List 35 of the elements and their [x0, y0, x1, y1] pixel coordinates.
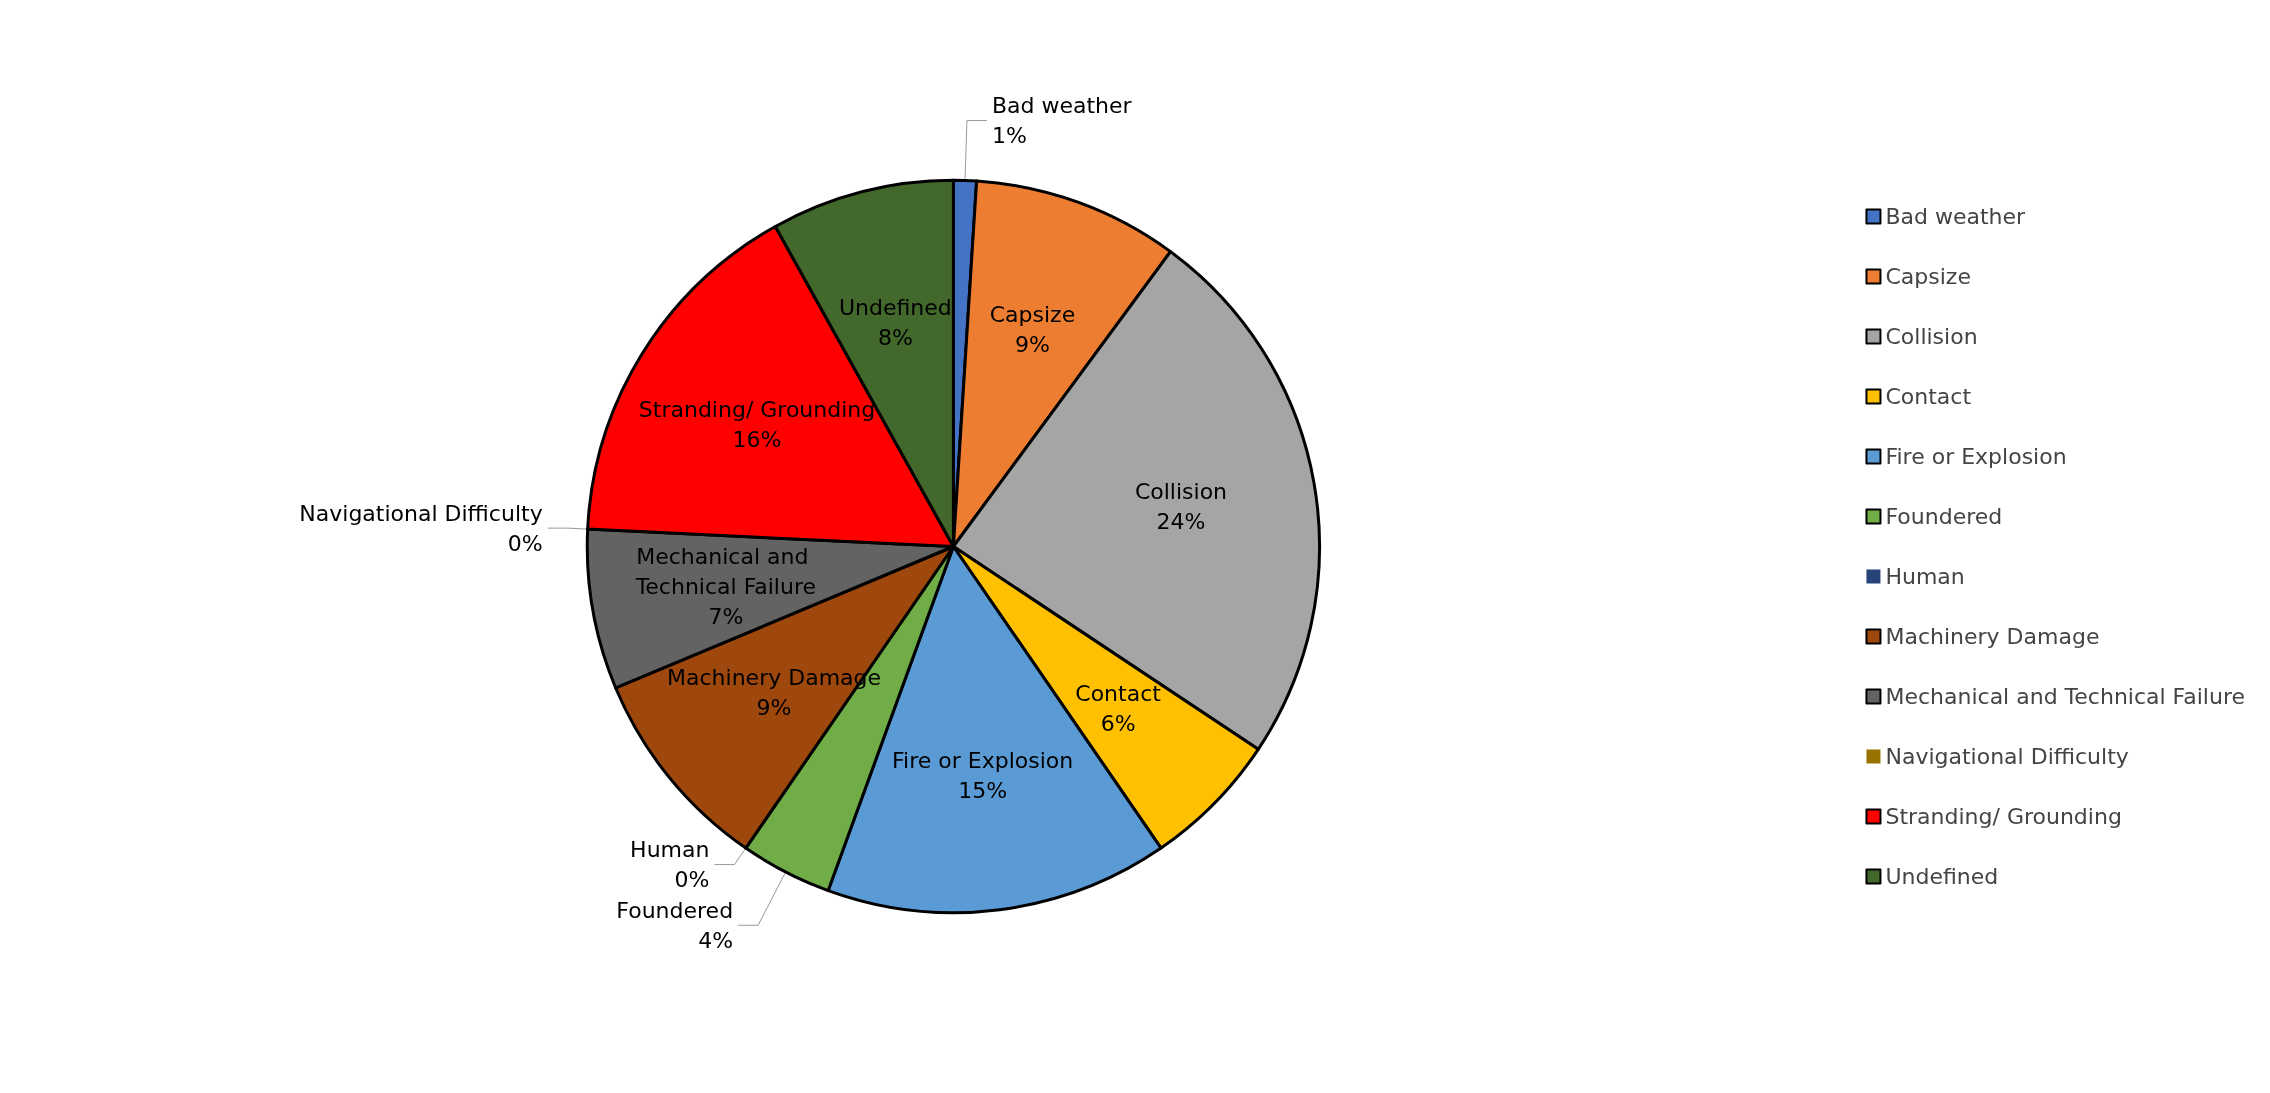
slice-label: Bad weather: [991, 93, 1133, 119]
legend-label: Fire or Explosion: [1885, 444, 2067, 469]
legend-label: Contact: [1885, 384, 1972, 409]
category-label: Navigational Difficulty: [299, 500, 543, 526]
legend-label: Machinery Damage: [1885, 624, 2100, 649]
data-label: 6%: [1100, 711, 1136, 737]
slice-label: Undefined: [838, 295, 952, 321]
legend-label: Navigational Difficulty: [1885, 744, 2129, 769]
legend-label: Mechanical and Technical Failure: [1885, 684, 2246, 709]
legend-label: Bad weather: [1885, 204, 2027, 229]
data-label: 1%: [991, 123, 1027, 149]
slice-label: Capsize: [989, 301, 1076, 327]
legend-label: Undefined: [1885, 864, 1999, 889]
legend-label: Stranding/ Grounding: [1885, 804, 2122, 829]
legend-label: Collision: [1885, 324, 1978, 349]
slice-label: Stranding/ Grounding: [638, 397, 876, 423]
category-label: Human: [630, 837, 710, 863]
legend-label: Foundered: [1885, 504, 2003, 529]
slice-label: Fire or Explosion: [892, 748, 1074, 774]
data-label: 4%: [698, 927, 734, 953]
slice-label: Mechanical and Technical Failure: [634, 544, 817, 600]
data-label: 16%: [732, 427, 782, 453]
slice-label: Contact: [1075, 681, 1162, 707]
text: 0%: [507, 530, 543, 556]
data-label: 8%: [877, 325, 913, 351]
slice-label: Foundered: [616, 897, 734, 923]
data-label: 7%: [708, 604, 744, 630]
text: 0%: [674, 867, 710, 893]
data-label: 9%: [756, 694, 792, 720]
slice-label: Collision: [1134, 478, 1228, 504]
legend-label: Capsize: [1885, 264, 1971, 289]
data-label: 15%: [958, 778, 1008, 804]
data-label: 9%: [1014, 331, 1050, 357]
legend-label: Human: [1885, 564, 1965, 589]
data-label: 24%: [1156, 508, 1206, 534]
